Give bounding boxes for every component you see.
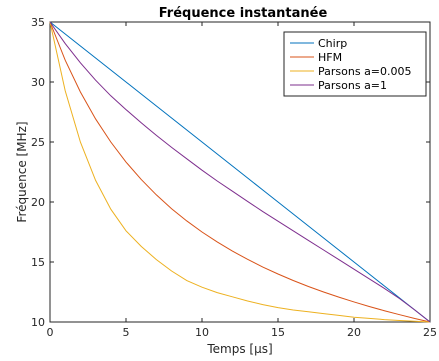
y-tick-label: 30	[31, 76, 45, 89]
x-axis: 0 5 10 15 20 25	[47, 22, 437, 339]
x-axis-label: Temps [µs]	[206, 342, 272, 356]
legend-entry-label: Parsons a=1	[318, 79, 387, 92]
series-line-parsons-a-0-005	[49, 21, 431, 323]
series-lines	[49, 21, 431, 323]
series-line-parsons-a-1	[49, 21, 431, 323]
y-axis: 10 15 20 25 30 35	[31, 16, 430, 329]
y-tick-label: 35	[31, 16, 45, 29]
y-tick-label: 10	[31, 316, 45, 329]
x-tick-label: 20	[347, 326, 361, 339]
y-tick-label: 25	[31, 136, 45, 149]
legend-entry-label: HFM	[318, 51, 342, 64]
x-tick-label: 10	[195, 326, 209, 339]
x-tick-label: 25	[423, 326, 437, 339]
y-tick-label: 15	[31, 256, 45, 269]
x-tick-label: 5	[123, 326, 130, 339]
series-line-hfm	[49, 21, 431, 323]
x-tick-label: 0	[47, 326, 54, 339]
y-axis-label: Fréquence [MHz]	[15, 121, 29, 222]
legend-entry-label: Chirp	[318, 37, 347, 50]
y-tick-label: 20	[31, 196, 45, 209]
chart-title: Fréquence instantanée	[159, 6, 328, 21]
legend-entry-label: Parsons a=0.005	[318, 65, 412, 78]
x-tick-label: 15	[271, 326, 285, 339]
series-line-chirp	[49, 21, 431, 323]
